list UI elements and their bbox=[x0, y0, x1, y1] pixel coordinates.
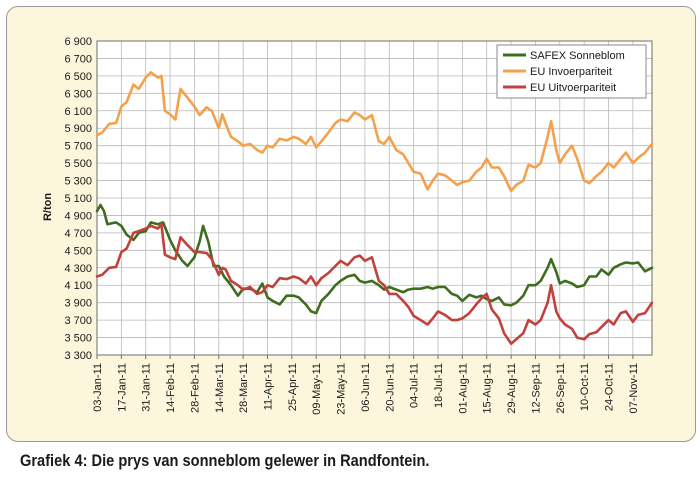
x-tick-label: 31-Jan-11 bbox=[141, 363, 153, 412]
x-tick-label: 18-Jul-11 bbox=[433, 363, 445, 408]
x-tick-label: 20-Jun-11 bbox=[384, 363, 396, 412]
x-tick-label: 11-Apr-11 bbox=[263, 363, 275, 410]
legend: SAFEX Sonneblom EU Invoerpariteit EU Uit… bbox=[496, 44, 647, 99]
x-tick-label: 10-Oct-11 bbox=[579, 363, 591, 411]
x-tick-label: 06-Jun-11 bbox=[360, 363, 372, 412]
x-tick-label: 17-Jan-11 bbox=[116, 363, 128, 412]
y-tick-label: 6 500 bbox=[64, 71, 92, 83]
gridlines bbox=[96, 40, 652, 356]
series-line-safex bbox=[95, 203, 654, 315]
y-tick-label: 5 300 bbox=[64, 176, 92, 188]
y-axis-title: R/ton bbox=[42, 193, 54, 221]
y-tick-label: 6 100 bbox=[64, 106, 92, 118]
x-tick-label: 23-May-11 bbox=[336, 363, 348, 415]
series-line-invoer bbox=[95, 71, 654, 193]
x-tick-label: 26-Sep-11 bbox=[555, 363, 567, 414]
x-tick-label: 28-Mar-11 bbox=[238, 363, 250, 413]
x-tick-label: 12-Sep-11 bbox=[530, 363, 542, 414]
x-tick-label: 14-Mar-11 bbox=[214, 363, 226, 413]
x-tick-label: 24-Oct-11 bbox=[604, 363, 616, 411]
y-tick-label: 5 500 bbox=[64, 158, 92, 170]
figure-caption: Grafiek 4: Die prys van sonneblom gelewe… bbox=[20, 451, 430, 470]
y-tick-label: 5 100 bbox=[64, 193, 92, 205]
y-tick-label: 3 700 bbox=[64, 315, 92, 327]
x-tick-label: 04-Jul-11 bbox=[409, 363, 421, 408]
y-tick-label: 4 300 bbox=[64, 263, 92, 275]
x-tick-label: 15-Aug-11 bbox=[482, 363, 494, 414]
y-tick-label: 4 500 bbox=[64, 245, 92, 257]
y-tick-label: 5 900 bbox=[64, 123, 92, 135]
y-axis-ticks: 3 300 3 500 3 700 3 900 4 100 4 300 4 500 4 700… bbox=[64, 36, 92, 362]
x-tick-label: 25-Apr-11 bbox=[287, 363, 299, 411]
x-axis-ticks: 03-Jan-11 17-Jan-11 31-Jan-11 14-Feb-11 28-F… bbox=[92, 355, 640, 415]
x-tick-label: 14-Feb-11 bbox=[165, 363, 177, 413]
x-tick-label: 03-Jan-11 bbox=[92, 363, 104, 412]
x-tick-label: 09-May-11 bbox=[311, 363, 323, 415]
y-tick-label: 4 100 bbox=[64, 280, 92, 292]
y-tick-label: 5 700 bbox=[64, 141, 92, 153]
series-line-uitvoer bbox=[95, 222, 654, 346]
plot-border bbox=[96, 40, 653, 356]
y-tick-label: 4 900 bbox=[64, 210, 92, 222]
y-tick-label: 3 500 bbox=[64, 333, 92, 345]
legend-label-safex: SAFEX Sonneblom bbox=[530, 50, 625, 62]
y-tick-label: 4 700 bbox=[64, 228, 92, 240]
x-tick-label: 07-Nov-11 bbox=[628, 363, 640, 414]
x-tick-label: 28-Feb-11 bbox=[189, 363, 201, 413]
y-tick-label: 6 700 bbox=[64, 53, 92, 65]
y-tick-label: 3 900 bbox=[64, 298, 92, 310]
x-tick-label: 29-Aug-11 bbox=[506, 363, 518, 414]
y-tick-label: 3 300 bbox=[64, 350, 92, 362]
series-lines bbox=[95, 71, 654, 346]
x-tick-label: 01-Aug-11 bbox=[457, 363, 469, 414]
legend-label-invoer: EU Invoerpariteit bbox=[530, 66, 612, 78]
y-tick-label: 6 300 bbox=[64, 88, 92, 100]
y-tick-label: 6 900 bbox=[64, 36, 92, 48]
legend-label-uitvoer: EU Uitvoerpariteit bbox=[530, 82, 616, 94]
